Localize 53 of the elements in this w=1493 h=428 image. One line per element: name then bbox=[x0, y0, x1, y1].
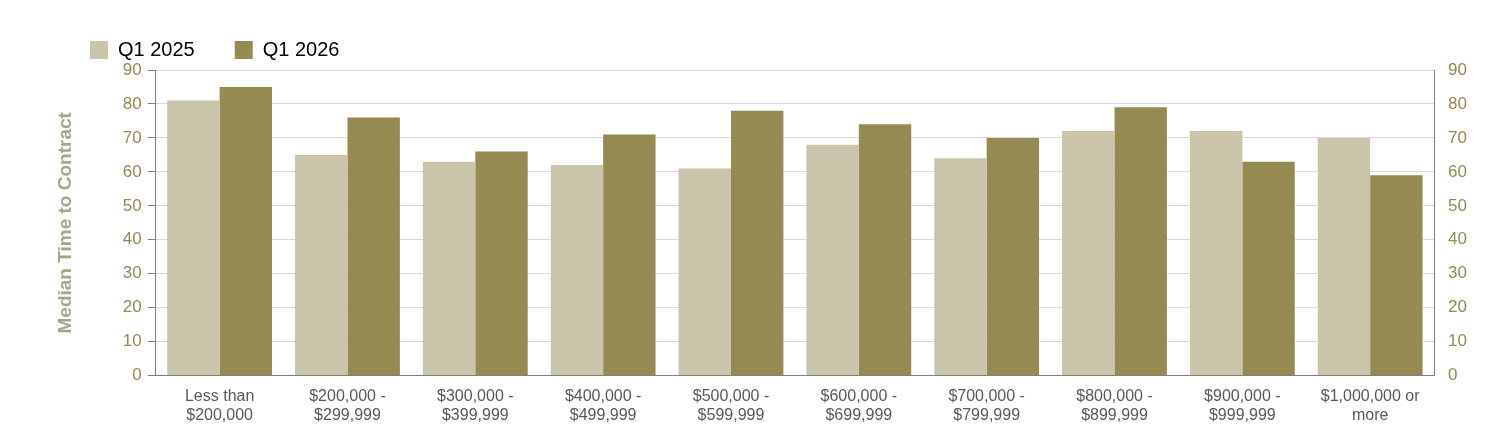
x-tick-label: $800,000 - $899,999 bbox=[1076, 386, 1153, 423]
y2-tick-label: 90 bbox=[1448, 59, 1468, 79]
y-tick-label: 60 bbox=[122, 161, 142, 181]
x-tick-label: $200,000 - $299,999 bbox=[309, 386, 386, 423]
x-tick-label: $900,000 - $999,999 bbox=[1204, 386, 1281, 423]
y-tick-label: 30 bbox=[122, 263, 142, 283]
bar bbox=[1317, 137, 1371, 376]
bar bbox=[1062, 131, 1115, 376]
bar bbox=[295, 154, 348, 376]
y2-tick-label: 70 bbox=[1448, 127, 1468, 147]
y-tick-label: 70 bbox=[122, 127, 142, 147]
bar bbox=[219, 86, 273, 376]
x-tick-label: $500,000 - $599,999 bbox=[692, 386, 770, 423]
bar bbox=[678, 168, 731, 376]
legend-label: Q1 2025 bbox=[118, 37, 195, 60]
y-tick-label: 50 bbox=[122, 195, 142, 215]
y-tick-label: 90 bbox=[122, 59, 142, 79]
x-tick-label: Less than $200,000 bbox=[184, 386, 255, 423]
y-tick-label: 10 bbox=[122, 331, 142, 351]
y2-tick-label: 0 bbox=[1448, 365, 1458, 385]
bar bbox=[806, 144, 859, 376]
bar bbox=[167, 100, 220, 376]
x-tick-label: $600,000 - $699,999 bbox=[820, 386, 898, 423]
y2-tick-label: 40 bbox=[1448, 229, 1468, 249]
y-axis-title: Median Time to Contract bbox=[53, 111, 75, 334]
y2-tick-label: 30 bbox=[1448, 263, 1468, 283]
bar bbox=[422, 161, 476, 376]
y2-tick-label: 50 bbox=[1448, 195, 1468, 215]
y2-tick-label: 80 bbox=[1448, 93, 1468, 113]
bar bbox=[730, 110, 784, 376]
x-tick-label: $1,000,000 or more bbox=[1320, 386, 1421, 423]
x-tick-label: $300,000 - $399,999 bbox=[437, 386, 514, 423]
y-tick-label: 40 bbox=[122, 229, 142, 249]
bar bbox=[550, 165, 604, 376]
legend-label: Q1 2026 bbox=[262, 37, 340, 60]
bar bbox=[1114, 107, 1167, 376]
bar bbox=[934, 158, 987, 376]
y-tick-label: 20 bbox=[122, 297, 142, 317]
bar bbox=[858, 124, 912, 376]
y2-tick-label: 20 bbox=[1448, 297, 1468, 317]
x-tick-label: $700,000 - $799,999 bbox=[948, 386, 1025, 423]
bar bbox=[603, 134, 656, 376]
bar bbox=[986, 137, 1040, 376]
y2-tick-label: 60 bbox=[1448, 161, 1468, 181]
x-tick-label: $400,000 - $499,999 bbox=[564, 386, 642, 423]
y2-tick-label: 10 bbox=[1448, 331, 1468, 351]
bar bbox=[475, 151, 528, 376]
bar bbox=[1370, 175, 1423, 376]
bar bbox=[1189, 131, 1243, 376]
bar bbox=[1242, 161, 1295, 376]
y-tick-label: 80 bbox=[122, 93, 142, 113]
y-tick-label: 0 bbox=[132, 365, 142, 385]
bar bbox=[347, 117, 400, 376]
